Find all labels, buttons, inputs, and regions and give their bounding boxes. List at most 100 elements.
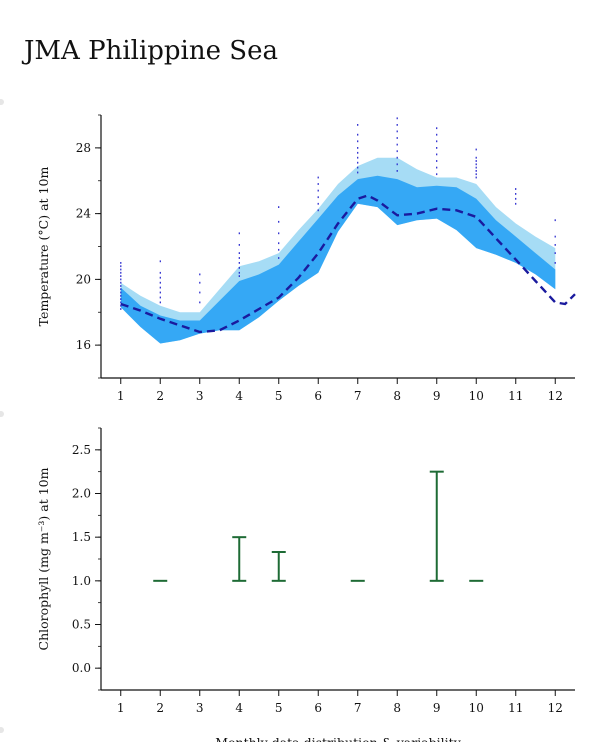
x-tick-label: 11 xyxy=(508,389,523,403)
errorbar-month-5 xyxy=(271,551,286,582)
observation-point xyxy=(317,183,319,185)
observation-point xyxy=(436,173,438,176)
margin-dot xyxy=(0,411,4,417)
observation-point xyxy=(515,193,517,195)
observation-point xyxy=(396,163,398,166)
x-tick-label: 4 xyxy=(235,701,243,715)
observation-point xyxy=(317,176,319,179)
observation-point xyxy=(396,137,398,139)
x-tick-label: 1 xyxy=(117,701,125,715)
x-tick-label: 12 xyxy=(548,701,563,715)
observation-point xyxy=(120,285,122,287)
y-tick-label: 20 xyxy=(76,272,91,286)
x-tick-label: 1 xyxy=(117,389,125,403)
page-title: JMA Philippine Sea xyxy=(24,36,278,66)
y-tick-label: 2.0 xyxy=(72,487,91,501)
observation-point xyxy=(238,275,240,277)
x-tick-label: 9 xyxy=(433,389,441,403)
observation-point xyxy=(278,206,280,208)
x-tick-label: 6 xyxy=(314,389,322,403)
observation-point xyxy=(159,260,161,263)
observation-point xyxy=(120,281,122,284)
x-tick-label: 2 xyxy=(156,701,164,715)
x-tick-label: 4 xyxy=(235,389,243,403)
x-tick-label: 7 xyxy=(354,389,362,403)
observation-point xyxy=(475,170,477,172)
observation-point xyxy=(554,219,556,222)
observation-point xyxy=(396,170,398,172)
x-tick-label: 7 xyxy=(354,701,362,715)
observation-point xyxy=(317,202,319,205)
x-tick-label: 3 xyxy=(196,389,204,403)
observation-point xyxy=(436,133,438,136)
observation-point xyxy=(278,220,280,223)
observation-point xyxy=(159,276,161,279)
observation-point xyxy=(120,288,122,291)
observation-point xyxy=(199,301,201,304)
dark-band xyxy=(120,175,556,344)
observation-point xyxy=(396,124,398,126)
observation-point xyxy=(238,257,240,259)
observation-point xyxy=(159,301,161,304)
y-tick-label: 1.5 xyxy=(72,530,91,544)
observation-point xyxy=(278,232,280,235)
errorbar-month-4 xyxy=(232,536,247,582)
observation-point xyxy=(120,265,122,268)
observation-point xyxy=(120,268,122,271)
x-tick-label: 10 xyxy=(469,701,484,715)
observation-point xyxy=(475,156,477,159)
x-tick-label: 8 xyxy=(393,389,401,403)
y-axis-label: Chlorophyll (mg m⁻³) at 10m xyxy=(36,467,51,650)
observation-point xyxy=(120,275,122,277)
observation-point xyxy=(475,163,477,166)
observation-point xyxy=(278,242,280,245)
y-tick-label: 24 xyxy=(76,207,92,221)
observation-point xyxy=(515,202,517,205)
observation-point xyxy=(554,235,556,238)
observation-point xyxy=(120,271,122,274)
observation-point xyxy=(238,262,240,264)
observation-point xyxy=(120,262,122,264)
observation-point xyxy=(357,147,359,149)
observation-point xyxy=(278,257,280,259)
observation-point xyxy=(475,148,477,151)
margin-dot xyxy=(0,99,4,105)
mean-line xyxy=(120,194,576,334)
y-tick-label: 0.5 xyxy=(72,618,91,632)
observation-point xyxy=(278,248,280,251)
observation-point xyxy=(475,176,477,179)
observation-point xyxy=(554,244,556,246)
y-tick-label: 28 xyxy=(76,141,91,155)
observation-point xyxy=(357,171,359,174)
observation-point xyxy=(436,147,438,149)
observation-point xyxy=(554,262,556,264)
observation-point xyxy=(159,291,161,294)
observation-point xyxy=(159,281,161,284)
observation-point xyxy=(238,232,240,235)
observation-point xyxy=(475,160,477,162)
observation-point xyxy=(317,196,319,199)
x-axis-label: Monthly data distribution & variability xyxy=(215,735,461,742)
y-axis-label: Temperature (°C) at 10m xyxy=(36,167,51,327)
observation-point xyxy=(396,117,398,120)
observation-point xyxy=(317,209,319,212)
observation-point xyxy=(357,140,359,143)
observation-point xyxy=(436,127,438,130)
observation-point xyxy=(357,151,359,154)
observation-point xyxy=(120,304,122,307)
errorbar-month-9 xyxy=(429,470,444,582)
x-tick-label: 2 xyxy=(156,389,164,403)
x-tick-label: 5 xyxy=(275,389,283,403)
observation-point xyxy=(436,140,438,143)
x-tick-label: 12 xyxy=(548,389,563,403)
observation-point xyxy=(515,188,517,190)
observation-point xyxy=(396,143,398,146)
observation-point xyxy=(120,298,122,300)
observation-point xyxy=(396,150,398,153)
observation-point xyxy=(120,308,122,310)
observation-point xyxy=(199,281,201,284)
observation-point xyxy=(515,197,517,200)
observation-point xyxy=(357,166,359,169)
observation-point xyxy=(159,271,161,274)
observation-point xyxy=(475,166,477,169)
